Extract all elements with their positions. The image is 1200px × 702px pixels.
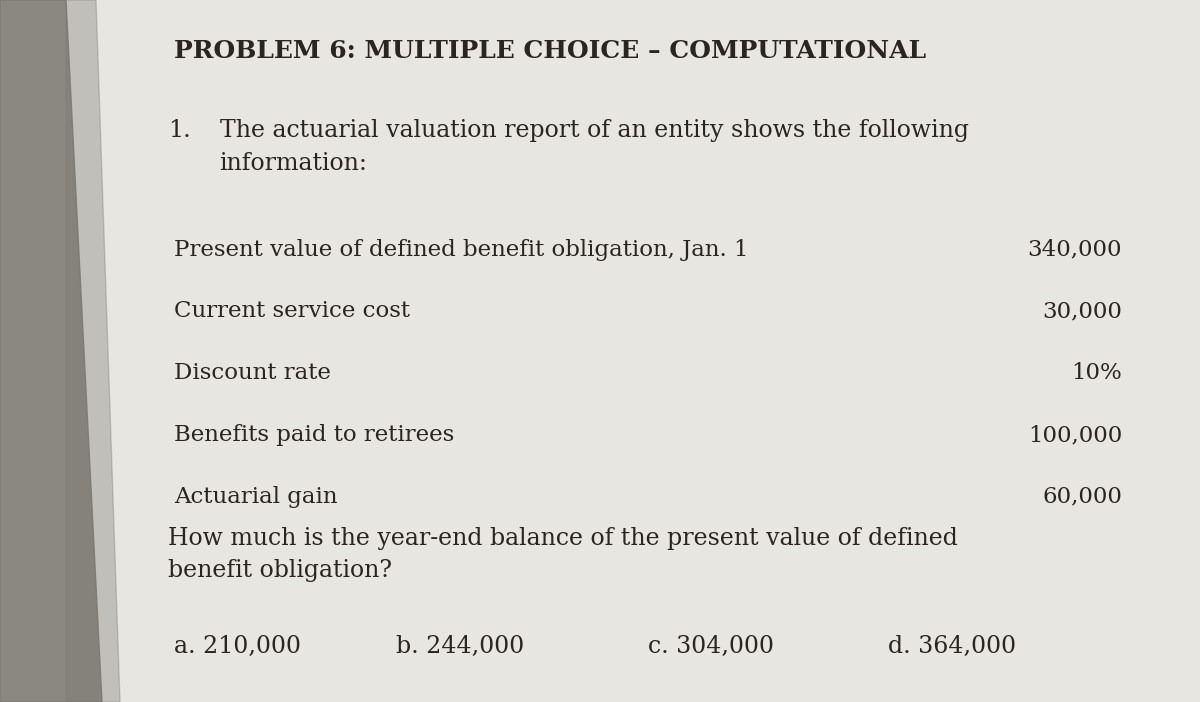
Text: How much is the year-end balance of the present value of defined
benefit obligat: How much is the year-end balance of the … (168, 526, 958, 583)
Text: d. 364,000: d. 364,000 (888, 635, 1016, 658)
Text: Current service cost: Current service cost (174, 300, 410, 322)
Text: The actuarial valuation report of an entity shows the following
information:: The actuarial valuation report of an ent… (220, 119, 968, 176)
Text: 60,000: 60,000 (1042, 486, 1122, 508)
Text: 100,000: 100,000 (1027, 424, 1122, 446)
Text: a. 210,000: a. 210,000 (174, 635, 301, 658)
Text: 30,000: 30,000 (1042, 300, 1122, 322)
Text: 10%: 10% (1072, 362, 1122, 384)
Text: Discount rate: Discount rate (174, 362, 331, 384)
Text: Present value of defined benefit obligation, Jan. 1: Present value of defined benefit obligat… (174, 239, 749, 260)
Text: 340,000: 340,000 (1027, 239, 1122, 260)
Text: PROBLEM 6: MULTIPLE CHOICE – COMPUTATIONAL: PROBLEM 6: MULTIPLE CHOICE – COMPUTATION… (174, 39, 926, 62)
Text: 1.: 1. (168, 119, 191, 143)
Polygon shape (0, 0, 102, 702)
Text: Benefits paid to retirees: Benefits paid to retirees (174, 424, 455, 446)
Polygon shape (66, 0, 120, 702)
Text: Actuarial gain: Actuarial gain (174, 486, 337, 508)
Text: c. 304,000: c. 304,000 (648, 635, 774, 658)
Text: b. 244,000: b. 244,000 (396, 635, 524, 658)
